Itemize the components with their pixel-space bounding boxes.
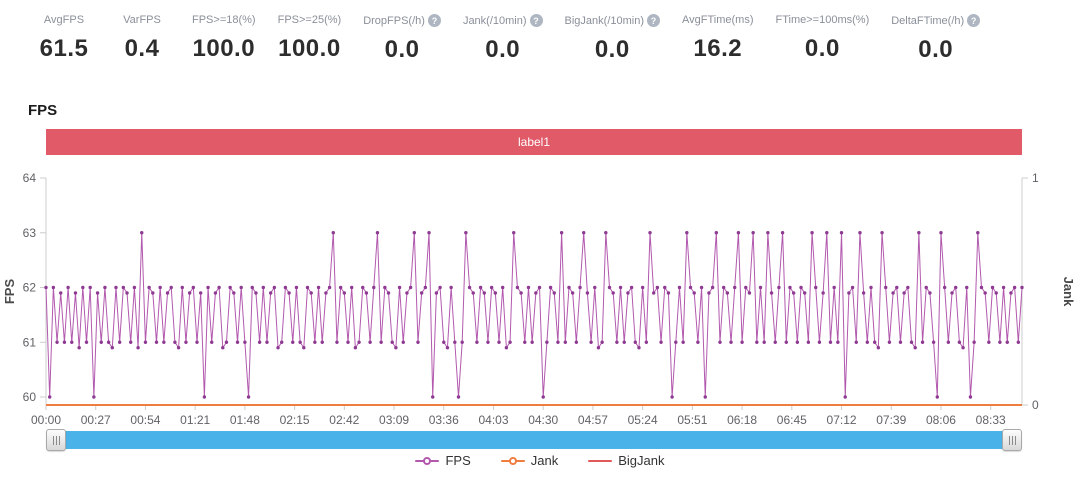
y-tick-label: 0 — [1032, 398, 1039, 412]
metric-ftime-100ms: FTime>=100ms(%) 0.0 — [776, 14, 870, 63]
x-tick-label: 01:21 — [180, 413, 210, 427]
metric-avgftime-ms: AvgFTime(ms) 16.2 — [682, 14, 754, 63]
bigjank-legend-marker-icon — [588, 456, 613, 466]
chart-range-scrollbar[interactable] — [46, 429, 1022, 451]
scrollbar-right-handle[interactable] — [1002, 429, 1022, 451]
metric-value: 100.0 — [278, 35, 341, 62]
metric-value: 0.4 — [124, 35, 160, 62]
metric-label: DropFPS(/h)? — [363, 14, 441, 27]
metric-varfps: VarFPS 0.4 — [114, 14, 170, 63]
help-icon[interactable]: ? — [967, 14, 981, 27]
y-tick-label: 1 — [1032, 171, 1039, 185]
help-icon[interactable]: ? — [529, 14, 543, 27]
metric-label: AvgFTime(ms) — [682, 14, 754, 26]
metric-label: DeltaFTime(/h)? — [891, 14, 981, 27]
metric-bigjank-10min: BigJank(/10min)? 0.0 — [565, 14, 660, 64]
left-axis-name: FPS — [2, 279, 17, 305]
metric-value: 0.0 — [384, 36, 420, 63]
y-tick-label: 60 — [23, 390, 37, 404]
metric-value: 61.5 — [39, 35, 89, 62]
metric-value: 0.0 — [918, 36, 954, 63]
chart-axes: 60 61 62 63 64 0 1 00:00 00:27 00:54 01:21 01:48 02:… — [23, 171, 1039, 427]
help-icon[interactable]: ? — [647, 14, 660, 27]
metric-fps-18: FPS>=18(%) 100.0 — [192, 14, 256, 63]
x-tick-label: 00:00 — [31, 413, 61, 427]
legend-label: BigJank — [618, 453, 665, 468]
fps-legend-marker-icon — [415, 456, 440, 466]
metric-value: 0.0 — [594, 36, 630, 63]
metric-value: 0.0 — [485, 36, 521, 63]
grip-icon — [1011, 435, 1013, 445]
metric-label: FTime>=100ms(%) — [775, 14, 870, 26]
legend-item-bigjank[interactable]: BigJank — [588, 453, 665, 468]
grip-icon — [55, 435, 57, 445]
metric-label: BigJank(/10min)? — [565, 14, 660, 27]
section-title: FPS — [28, 102, 58, 119]
metric-jank-10min: Jank(/10min)? 0.0 — [463, 14, 543, 64]
metric-avgfps: AvgFPS 61.5 — [36, 14, 92, 63]
banner-label: label1 — [517, 135, 551, 149]
metric-label: FPS>=25(%) — [277, 14, 342, 26]
legend-label: FPS — [445, 453, 471, 468]
x-tick-label: 02:15 — [280, 413, 310, 427]
metric-label: FPS>=18(%) — [192, 14, 256, 26]
legend-item-jank[interactable]: Jank — [500, 453, 559, 468]
x-tick-label: 07:39 — [876, 413, 906, 427]
scrollbar-left-handle[interactable] — [46, 429, 66, 451]
legend-item-fps[interactable]: FPS — [415, 453, 471, 468]
fps-line-series — [45, 232, 1023, 398]
y-tick-label: 61 — [23, 335, 37, 349]
metric-dropfps-h: DropFPS(/h)? 0.0 — [363, 14, 441, 64]
x-tick-label: 04:30 — [528, 413, 558, 427]
metric-deltaftime-h: DeltaFTime(/h)? 0.0 — [891, 14, 981, 64]
y-tick-label: 62 — [23, 281, 37, 295]
metrics-summary: AvgFPS 61.5 VarFPS 0.4 FPS>=18(%) 100.0 FPS>=2… — [36, 14, 981, 64]
x-tick-label: 04:03 — [478, 413, 508, 427]
metric-fps-25: FPS>=25(%) 100.0 — [278, 14, 342, 63]
chart-legend: FPS Jank BigJank — [0, 453, 1080, 468]
metric-label: AvgFPS — [43, 14, 85, 26]
fps-series-markers — [44, 231, 1024, 399]
x-tick-label: 04:57 — [578, 413, 608, 427]
right-axis-name: Jank — [1061, 277, 1076, 307]
x-tick-label: 02:42 — [329, 413, 359, 427]
metric-value: 0.0 — [804, 35, 840, 62]
x-tick-label: 03:09 — [379, 413, 409, 427]
metric-value: 16.2 — [693, 35, 743, 62]
x-tick-label: 00:27 — [81, 413, 111, 427]
jank-legend-marker-icon — [500, 456, 525, 466]
x-tick-label: 07:12 — [827, 413, 857, 427]
metric-value: 100.0 — [192, 35, 256, 62]
x-tick-label: 00:54 — [130, 413, 160, 427]
metric-label: Jank(/10min)? — [463, 14, 543, 27]
chart-label-banner[interactable]: label1 — [46, 129, 1022, 155]
x-tick-label: 08:33 — [976, 413, 1006, 427]
legend-label: Jank — [530, 453, 559, 468]
x-tick-label: 06:45 — [777, 413, 807, 427]
fps-jank-chart[interactable]: 60 61 62 63 64 0 1 00:00 00:27 00:54 01:21 01:48 02:… — [0, 160, 1080, 430]
x-tick-label: 08:06 — [926, 413, 956, 427]
scrollbar-track-fill[interactable] — [55, 431, 1013, 449]
y-tick-label: 64 — [23, 171, 37, 185]
y-tick-label: 63 — [23, 226, 37, 240]
x-tick-label: 06:18 — [727, 413, 757, 427]
x-tick-label: 05:24 — [628, 413, 658, 427]
x-tick-label: 05:51 — [677, 413, 707, 427]
x-tick-label: 01:48 — [230, 413, 260, 427]
help-icon[interactable]: ? — [427, 14, 441, 27]
metric-label: VarFPS — [123, 14, 161, 26]
x-tick-label: 03:36 — [429, 413, 459, 427]
